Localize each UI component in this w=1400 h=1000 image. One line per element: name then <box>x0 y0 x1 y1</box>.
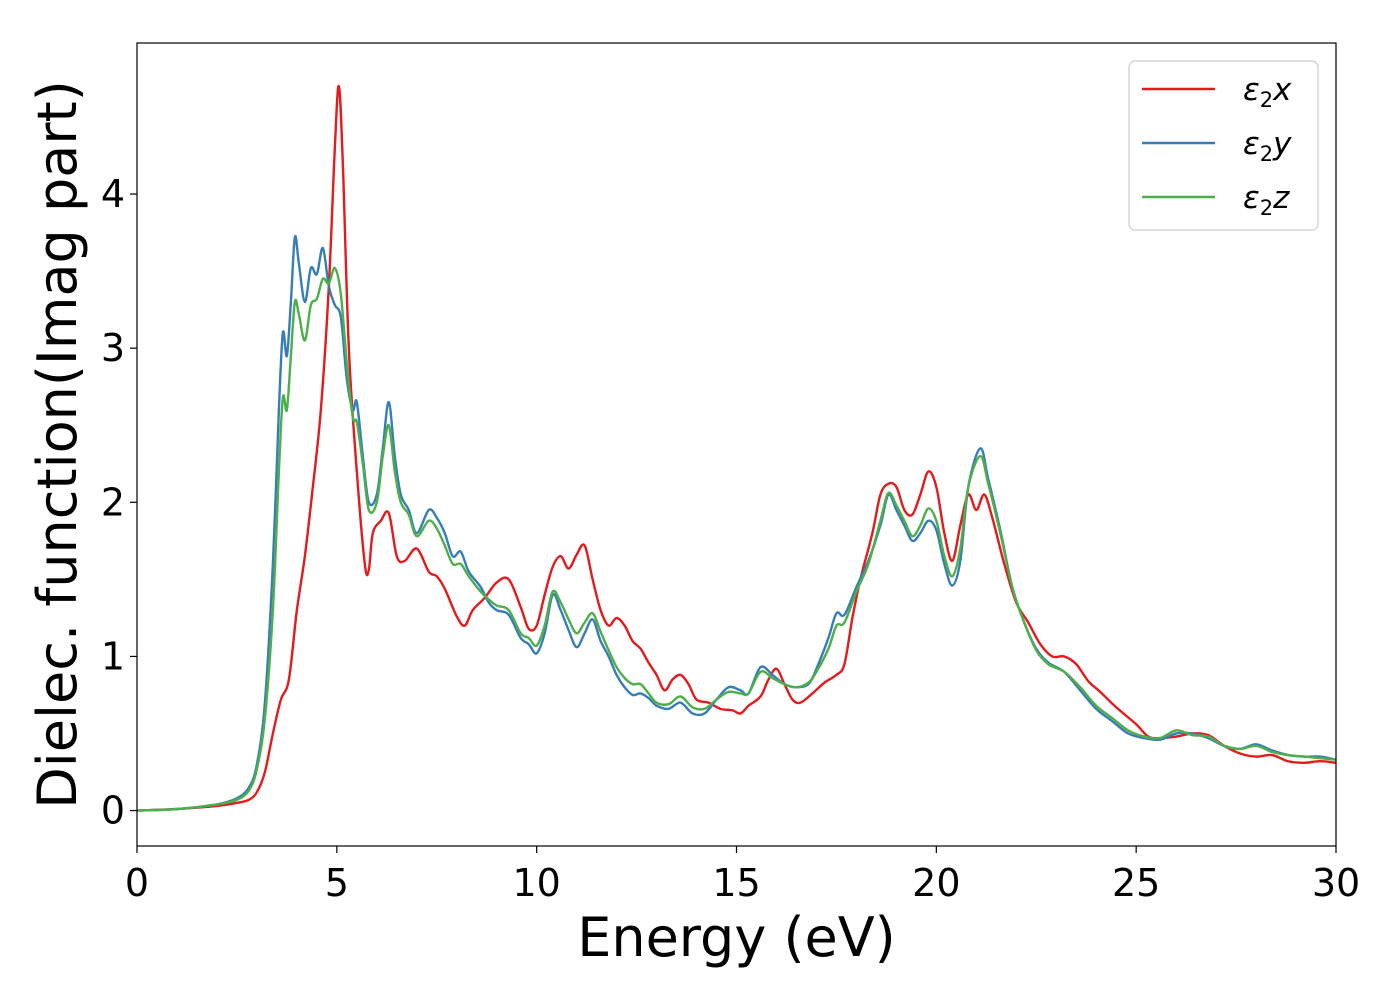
plot-lines <box>137 84 1336 812</box>
series-line-z <box>137 266 1336 812</box>
x-tick-label: 5 <box>325 861 349 905</box>
legend-entry-z: ε2z <box>1142 180 1290 220</box>
legend-box <box>1128 60 1319 231</box>
y-tick-label: 0 <box>101 789 125 833</box>
x-tick-label: 30 <box>1312 861 1360 905</box>
legend-entry-y: ε2y <box>1142 126 1292 166</box>
series-line-x <box>137 84 1336 812</box>
x-tick-label: 0 <box>125 861 149 905</box>
legend: ε2x ε2y ε2z <box>1128 60 1319 231</box>
x-tick-label: 15 <box>712 861 760 905</box>
x-axis-label: Energy (eV) <box>577 906 896 969</box>
x-tick-label: 10 <box>512 861 560 905</box>
legend-label: ε2y <box>1243 126 1292 166</box>
y-tick-label: 3 <box>101 326 125 370</box>
x-tick-label: 20 <box>912 861 960 905</box>
axis-ticks: 0 5 10 15 20 25 30 0 1 2 3 4 <box>101 172 1360 905</box>
y-tick-label: 1 <box>101 634 125 678</box>
legend-entry-x: ε2x <box>1142 72 1292 112</box>
legend-label: ε2z <box>1243 180 1290 220</box>
y-axis-label: Dielec. function(Imag part) <box>26 80 89 809</box>
x-tick-label: 25 <box>1112 861 1160 905</box>
legend-label: ε2x <box>1243 72 1292 112</box>
y-tick-label: 4 <box>101 172 125 216</box>
y-tick-label: 2 <box>101 480 125 524</box>
